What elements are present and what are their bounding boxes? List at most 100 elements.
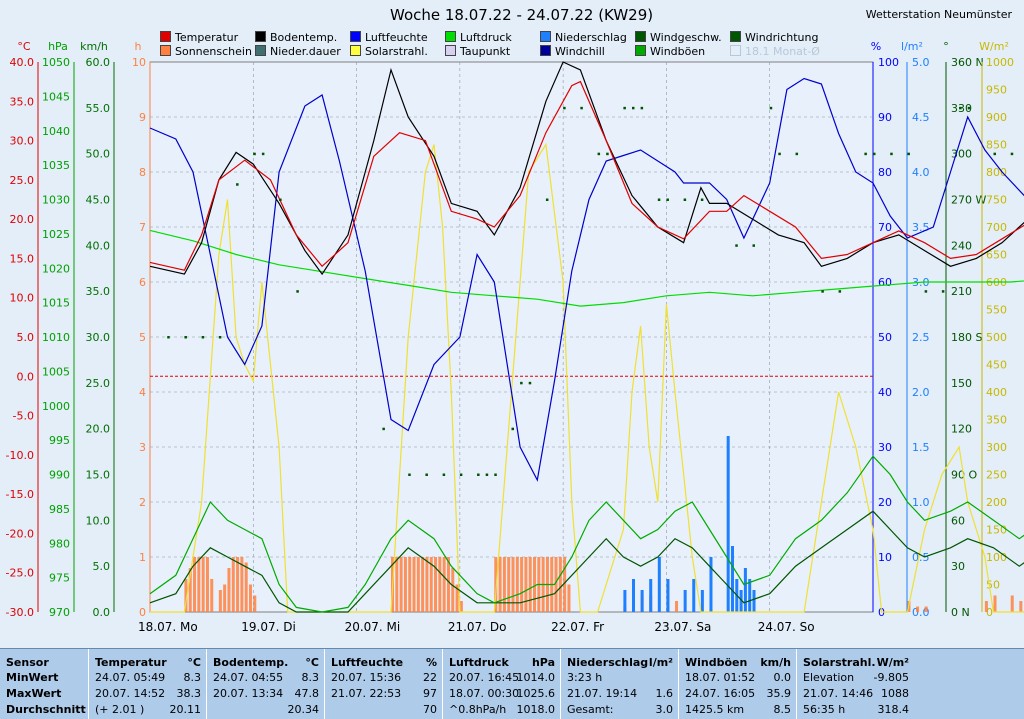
legend-swatch <box>540 31 551 42</box>
axis-tick-label: 975 <box>49 572 70 585</box>
legend-item-sonnenschein[interactable]: Sonnenschein <box>160 45 252 59</box>
wind-direction-dot <box>838 290 842 293</box>
axis-tick-label: 1025 <box>42 228 70 241</box>
axis-tick-label: 45.0 <box>86 194 111 207</box>
precip-bar <box>752 590 756 612</box>
axis-tick-label: -15.0 <box>6 488 34 501</box>
legend-item-windgeschw[interactable]: Windgeschw. <box>635 31 722 45</box>
wind-direction-dot <box>640 106 644 110</box>
wind-direction-dot <box>253 152 256 156</box>
axis-tick-label: 980 <box>49 537 70 550</box>
stats-cell-value: 20.11 <box>169 703 202 716</box>
sunshine-bar <box>421 557 425 612</box>
legend-item-taupunkt[interactable]: Taupunkt <box>445 45 510 59</box>
legend-item-windrichtung[interactable]: Windrichtung <box>730 31 818 45</box>
series-line-solarstrahl <box>150 142 1024 613</box>
legend-item-bodentemp[interactable]: Bodentemp. <box>255 31 337 45</box>
axis-tick-label: 15.0 <box>86 469 111 482</box>
axis-tick-label: 800 <box>986 166 1007 179</box>
axis-tick-label: 35.0 <box>86 285 111 298</box>
axis-tick-label: 2 <box>139 496 146 509</box>
wind-direction-dot <box>924 290 928 293</box>
wind-direction-dot <box>459 473 463 476</box>
sunshine-bar <box>442 557 446 612</box>
wind-direction-dot <box>296 290 299 293</box>
sunshine-bar <box>916 606 920 612</box>
axis-tick-label: 3 <box>139 441 146 454</box>
legend-item-luftfeuchte[interactable]: Luftfeuchte <box>350 31 428 45</box>
wind-direction-dot <box>279 198 282 201</box>
sunshine-bar <box>528 557 532 612</box>
legend-item-solarstrahl[interactable]: Solarstrahl. <box>350 45 428 59</box>
legend-item-temperatur[interactable]: Temperatur <box>160 31 238 45</box>
wind-direction-dot <box>545 198 549 201</box>
day-label: 19.07. Di <box>241 620 296 634</box>
sunshine-bar <box>1010 595 1014 612</box>
wind-direction-dot <box>683 198 687 201</box>
stats-row-label: MinWert <box>6 671 59 684</box>
legend-item-luftdruck[interactable]: Luftdruck <box>445 31 512 45</box>
dots-layer <box>167 106 1014 476</box>
stats-cell-label: ^0.8hPa/h <box>449 703 507 716</box>
precip-bar <box>683 590 687 612</box>
stats-col-luftfeuchte: Luftfeuchte% 20.07. 15:36 22 21.07. 22:53 97… <box>324 649 443 719</box>
wind-direction-dot <box>941 290 945 293</box>
axis-tick-label: 50.0 <box>86 148 111 161</box>
precip-bar <box>632 579 636 612</box>
legend-item-monat-avg[interactable]: 18.1 Monat-Ø <box>730 45 820 59</box>
axis-tick-label: 20.0 <box>10 213 35 226</box>
wind-direction-dot <box>1010 152 1014 156</box>
sunshine-bar <box>416 557 420 612</box>
axis-tick-label: 995 <box>49 434 70 447</box>
sunshine-bar <box>223 584 227 612</box>
wind-direction-dot <box>597 152 601 156</box>
axis-tick-label: 2.5 <box>912 331 930 344</box>
axis-tick-label: 8 <box>139 166 146 179</box>
axis-tick-label: 1045 <box>42 90 70 103</box>
stats-unit: % <box>425 656 437 669</box>
axis-tick-label: 40 <box>878 386 892 399</box>
sunshine-bar <box>210 579 214 612</box>
axis-tick-label: 200 <box>986 496 1007 509</box>
axis-tick-label: 90 <box>878 111 892 124</box>
axis-wind: 60.0 55.0 50.0 45.0 40.0 35.0 30.0 25.0 20.0 15.0… <box>80 40 110 619</box>
sunshine-bar <box>533 557 537 612</box>
axis-tick-label: 1030 <box>42 194 70 207</box>
series-line-luftdruck <box>149 229 1024 307</box>
sunshine-bar <box>511 557 515 612</box>
axis-tick-label: -25.0 <box>6 567 34 580</box>
axis-tick-label: 2.0 <box>912 386 930 399</box>
sunshine-bar <box>558 557 562 612</box>
axis-unit: h <box>135 40 142 53</box>
stats-cell-value: 47.8 <box>294 687 320 700</box>
sunshine-bar <box>459 601 463 612</box>
wind-direction-dot <box>261 152 265 156</box>
stats-header: Sensor <box>6 656 49 669</box>
legend-swatch <box>540 45 551 56</box>
axis-tick-label: 10.0 <box>86 514 111 527</box>
precip-bar <box>739 590 743 612</box>
legend-swatch <box>160 31 171 42</box>
sunshine-bar <box>451 568 455 612</box>
wind-direction-dot <box>236 183 239 186</box>
axis-tick-label: 20 <box>878 496 892 509</box>
sunshine-bar <box>502 557 506 612</box>
axis-tick-label: 10 <box>132 56 146 69</box>
sunshine-bar <box>554 557 558 612</box>
legend-item-windboeen[interactable]: Windböen <box>635 45 705 59</box>
axis-tick-label: -5.0 <box>13 410 34 423</box>
wind-direction-dot <box>821 290 824 293</box>
legend-item-windchill[interactable]: Windchill <box>540 45 605 59</box>
wind-direction-dot <box>606 152 609 156</box>
stats-cell-label: Elevation <box>803 671 855 684</box>
wind-direction-dot <box>563 106 566 110</box>
axis-tick-label: 1 <box>139 551 146 564</box>
legend-swatch <box>730 31 741 42</box>
sunshine-bar <box>193 557 197 612</box>
legend-item-niederdauer[interactable]: Nieder.dauer <box>255 45 341 59</box>
axis-tick-label: 5.0 <box>912 56 930 69</box>
stats-cell-value: 38.3 <box>176 687 202 700</box>
stats-col-niederschlag: Niederschlag l/m² 3:23 h 21.07. 19:14 1.6 Ges… <box>560 649 679 719</box>
legend-item-niederschlag[interactable]: Niederschlag <box>540 31 627 45</box>
